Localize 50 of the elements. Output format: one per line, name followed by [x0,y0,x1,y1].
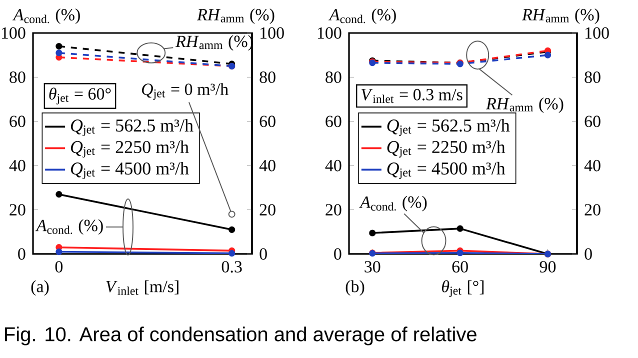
text: (b) [346,280,364,296]
y2-tick-label: 20 [260,204,276,216]
y2-tick-label: 40 [259,160,276,172]
text: (a) [31,280,49,296]
annotation: V$_{inlet}$ = 0.3 m/s [361,88,462,104]
y2-tick-label: 100 [586,27,609,39]
y-axis-title: A$_{cond.}$ (%) [328,8,396,24]
y2-axis-title: RH$_{amm}$ (%) [522,8,600,24]
x-tick-label: 0 [55,261,63,273]
y-tick-label: 40 [9,160,26,172]
y2-tick-label: 0 [584,248,592,260]
y2-tick-label: 60 [584,116,600,128]
y-tick-label: 80 [10,71,26,83]
y2-tick-label: 20 [584,204,600,216]
y-tick-label: 0 [334,248,342,260]
legend-label: Q$_{jet}$ = 2250 m³/h [387,140,506,158]
y-tick-label: 80 [326,71,342,83]
y2-tick-label: 60 [260,116,276,128]
y-tick-label: 40 [325,160,342,172]
x-axis-title: θ$_{jet}$ [°] [442,280,484,298]
legend-label: Q$_{jet}$ = 562.5 m³/h [70,118,194,136]
annotation: Q$_{jet}$ = 0 m³/h [142,83,228,100]
x-tick-label: 60 [452,261,468,273]
annotation: θ$_{jet}$ = 60° [49,88,111,104]
y-tick-label: 60 [326,116,342,128]
y2-tick-label: 100 [260,27,284,39]
annotation: RH$_{amm}$ (%) [486,97,564,113]
annotation: A$_{cond.}$ (%) [35,219,103,235]
legend-label: Q$_{jet}$ = 4500 m³/h [70,162,189,179]
y2-tick-label: 40 [584,160,600,172]
y-tick-label: 100 [318,27,342,39]
y2-tick-label: 80 [260,71,276,83]
legend-label: Q$_{jet}$ = 4500 m³/h [387,162,506,179]
legend-label: Q$_{jet}$ = 2250 m³/h [70,140,189,158]
legend-label: Q$_{jet}$ = 562.5 m³/h [387,118,510,136]
y-axis-title: A$_{cond.}$ (%) [12,8,80,24]
y2-axis-title: RH$_{amm}$ (%) [196,8,274,24]
y2-tick-label: 0 [260,248,267,260]
x-tick-label: 0.3 [222,261,242,273]
caption: Fig. 10. Area of condensation and average of relative [5,326,476,346]
y-tick-label: 60 [10,116,26,128]
annotation: A$_{cond.}$ (%) [359,196,427,212]
y-tick-label: 20 [326,204,342,216]
x-tick-label: 30 [364,261,380,273]
y2-tick-label: 80 [584,71,600,83]
y-tick-label: 0 [18,248,26,260]
y-tick-label: 20 [10,204,26,216]
x-axis-title: V$_{inlet}$ [m/s] [106,280,178,295]
y-tick-label: 100 [2,27,26,39]
x-tick-label: 90 [540,261,556,273]
